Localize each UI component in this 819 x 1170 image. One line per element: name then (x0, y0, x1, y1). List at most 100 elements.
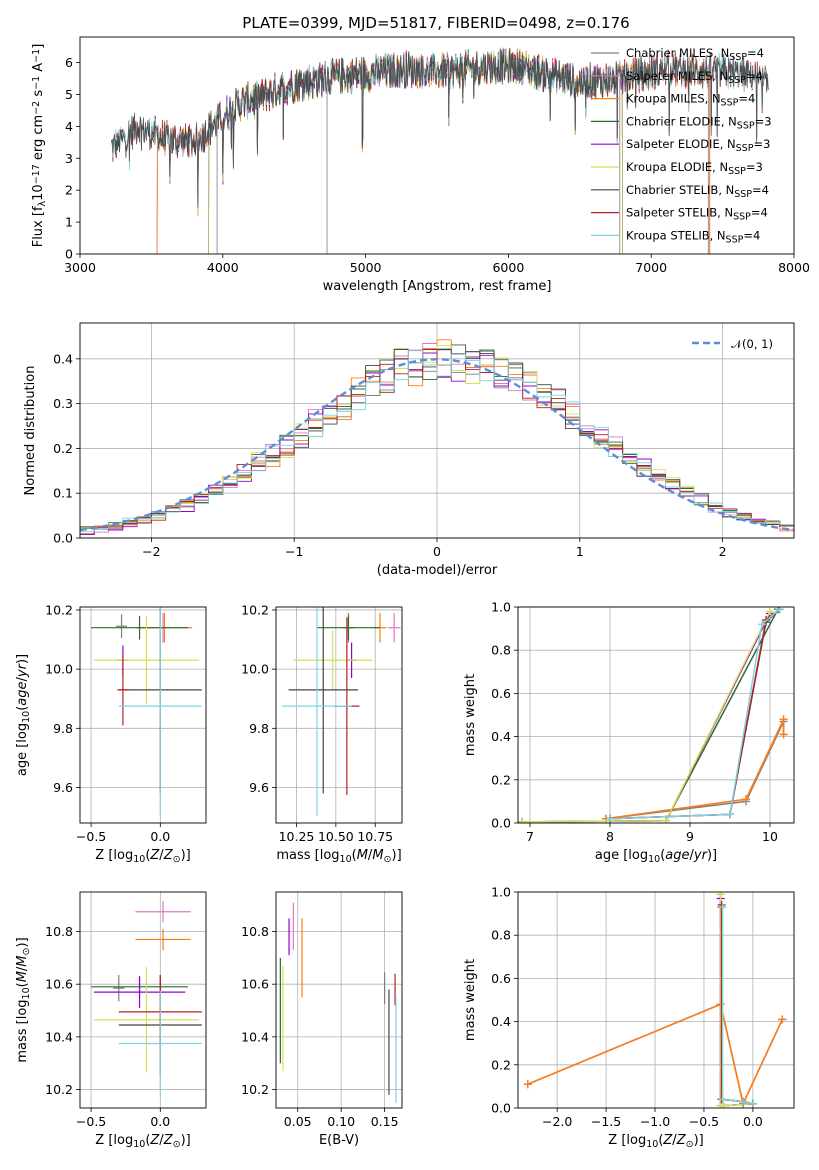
normal-curve (80, 358, 794, 532)
label-part: Chabrier MILES, N (626, 46, 729, 60)
x-tick-label: −1.0 (640, 1114, 670, 1129)
label-part: erg cm (31, 115, 46, 164)
x-axis-label: wavelength [Angstrom, rest frame] (323, 279, 552, 294)
massweight-vs-age-plot-area (518, 607, 788, 823)
panel-age-vs-Z: −0.5 0.09.69.810.010.2Z [log10(Z/Z⊙)]age … (15, 602, 207, 865)
y-tick-label: 0 (65, 247, 73, 262)
y-tick-label: 0.1 (53, 486, 73, 501)
label-part: 10 (648, 854, 660, 865)
label-part: 10 (21, 711, 32, 723)
legend-label: Kroupa ELODIE, NSSP=3 (626, 160, 763, 177)
label-part: ( (352, 848, 357, 863)
label-part: SSP (728, 166, 746, 177)
mass-weight-line (605, 718, 785, 820)
label-part: ] (31, 44, 46, 49)
label-part: ⊙ (686, 1139, 694, 1150)
panel-spectrum: 3000 4000 5000 6000 7000 8000 0 1 2 3 4 5 6 Chabrier … (31, 36, 810, 294)
label-part: Normed distribution (23, 366, 38, 496)
label-part: mass weight (463, 674, 478, 756)
panel-mass-vs-Z: −0.5 0.010.210.410.610.8Z [log10(Z/Z⊙)]ma… (15, 891, 207, 1150)
label-part: ⊙ (384, 854, 392, 865)
label-part: =4 (747, 46, 764, 60)
y-axis-label: mass [log10(M/M⊙)] (15, 937, 32, 1062)
label-part: SSP (736, 143, 754, 154)
legend-label: Chabrier MILES, NSSP=4 (626, 46, 764, 63)
legend-label-normal: 𝒩(0, 1) (731, 337, 773, 351)
label-part: SSP (737, 120, 755, 131)
x-tick-label: 4000 (207, 260, 239, 275)
x-tick-label: 7 (526, 829, 534, 844)
label-part: =4 (738, 92, 755, 106)
label-part: Z [log (95, 848, 133, 863)
x-axis-label: mass [log10(M/M⊙)] (276, 848, 401, 865)
label-part: ( (145, 848, 150, 863)
legend-label: Chabrier STELIB, NSSP=4 (626, 183, 769, 200)
y-tick-label: 0.6 (491, 971, 511, 986)
x-tick-label: 0 (433, 544, 441, 559)
label-part: / (672, 1133, 677, 1148)
label-part: (data-model)/error (377, 563, 498, 578)
y-tick-label: 0.4 (53, 351, 73, 366)
figure-title: PLATE=0399, MJD=51817, FIBERID=0498, z=0… (242, 14, 629, 32)
x-tick-label: −0.5 (76, 1114, 106, 1129)
panel-residuals: −2 −1 0 1 2 0.0 0.1 0.2 0.3 0.4 𝒩(0, 1) (data-model… (23, 322, 795, 578)
label-part: =3 (746, 160, 763, 174)
y-tick-label: 0.2 (491, 1057, 511, 1072)
axes-frame (275, 606, 403, 824)
legend-label: Salpeter ELODIE, NSSP=3 (626, 137, 770, 154)
label-part: =4 (751, 206, 768, 220)
label-part: SSP (728, 74, 746, 85)
y-tick-label: 10.0 (45, 662, 73, 677)
y-axis-label: age [log10(age/yr)] (15, 654, 32, 776)
y-tick-label: 10.8 (45, 924, 73, 939)
spectrum-line (111, 47, 769, 208)
label-part: wavelength [Angstrom, rest frame] (323, 279, 552, 294)
x-tick-label: 2 (719, 544, 727, 559)
label-part: Z (676, 1133, 687, 1148)
axes-frame (79, 606, 207, 824)
x-tick-label: 0.0 (150, 1114, 170, 1129)
y-tick-label: 10.4 (241, 1029, 269, 1044)
y-tick-label: 1 (65, 215, 73, 230)
label-part: age (665, 848, 689, 863)
panel-mass-vs-EBV: 0.05 0.10 0.15 10.2 10.4 10.6 10.8 E(B-V) (241, 891, 403, 1148)
x-axis-label: Z [log10(Z/Z⊙)] (95, 1133, 190, 1150)
label-part: yr (693, 848, 709, 863)
label-part: M (372, 848, 383, 863)
label-part: =4 (746, 69, 763, 83)
label-part: SSP (729, 52, 747, 63)
mass-weight-line (527, 1003, 783, 1107)
axes-frame (79, 322, 795, 539)
y-tick-label: 0.4 (491, 729, 511, 744)
label-part: )] (15, 654, 30, 664)
label-part: ( (658, 1133, 663, 1148)
label-part: / (159, 848, 164, 863)
label-part: )] (392, 848, 402, 863)
label-part: SSP (734, 188, 752, 199)
mass-vs-EBV-plot-area (279, 902, 397, 1103)
label-part: ( (15, 706, 30, 711)
y-tick-label: 9.8 (249, 721, 269, 736)
label-part: 10 (133, 1139, 145, 1150)
y-tick-label: 0.6 (491, 686, 511, 701)
y-tick-label: 10.6 (241, 977, 269, 992)
y-axis-label: mass weight (463, 959, 478, 1041)
massweight-vs-Z-plot-area (523, 892, 787, 1108)
x-tick-label: 0.0 (743, 1114, 763, 1129)
legend-label: Kroupa MILES, NSSP=4 (626, 92, 755, 109)
label-part: / (15, 966, 30, 971)
x-tick-label: −2 (142, 544, 160, 559)
y-tick-label: 0.3 (53, 396, 73, 411)
x-tick-label: 10.25 (279, 829, 315, 844)
y-tick-label: 10.8 (241, 924, 269, 939)
y-tick-label: 6 (65, 55, 73, 70)
x-tick-label: −1.5 (591, 1114, 621, 1129)
axes-frame (275, 891, 403, 1109)
label-part: 10 (646, 1139, 658, 1150)
label-part: ( (660, 848, 665, 863)
x-tick-label: 7000 (635, 260, 667, 275)
y-tick-label: 10.0 (241, 662, 269, 677)
age-vs-mass-plot-area (282, 607, 401, 816)
label-part: mass [log (276, 848, 339, 863)
